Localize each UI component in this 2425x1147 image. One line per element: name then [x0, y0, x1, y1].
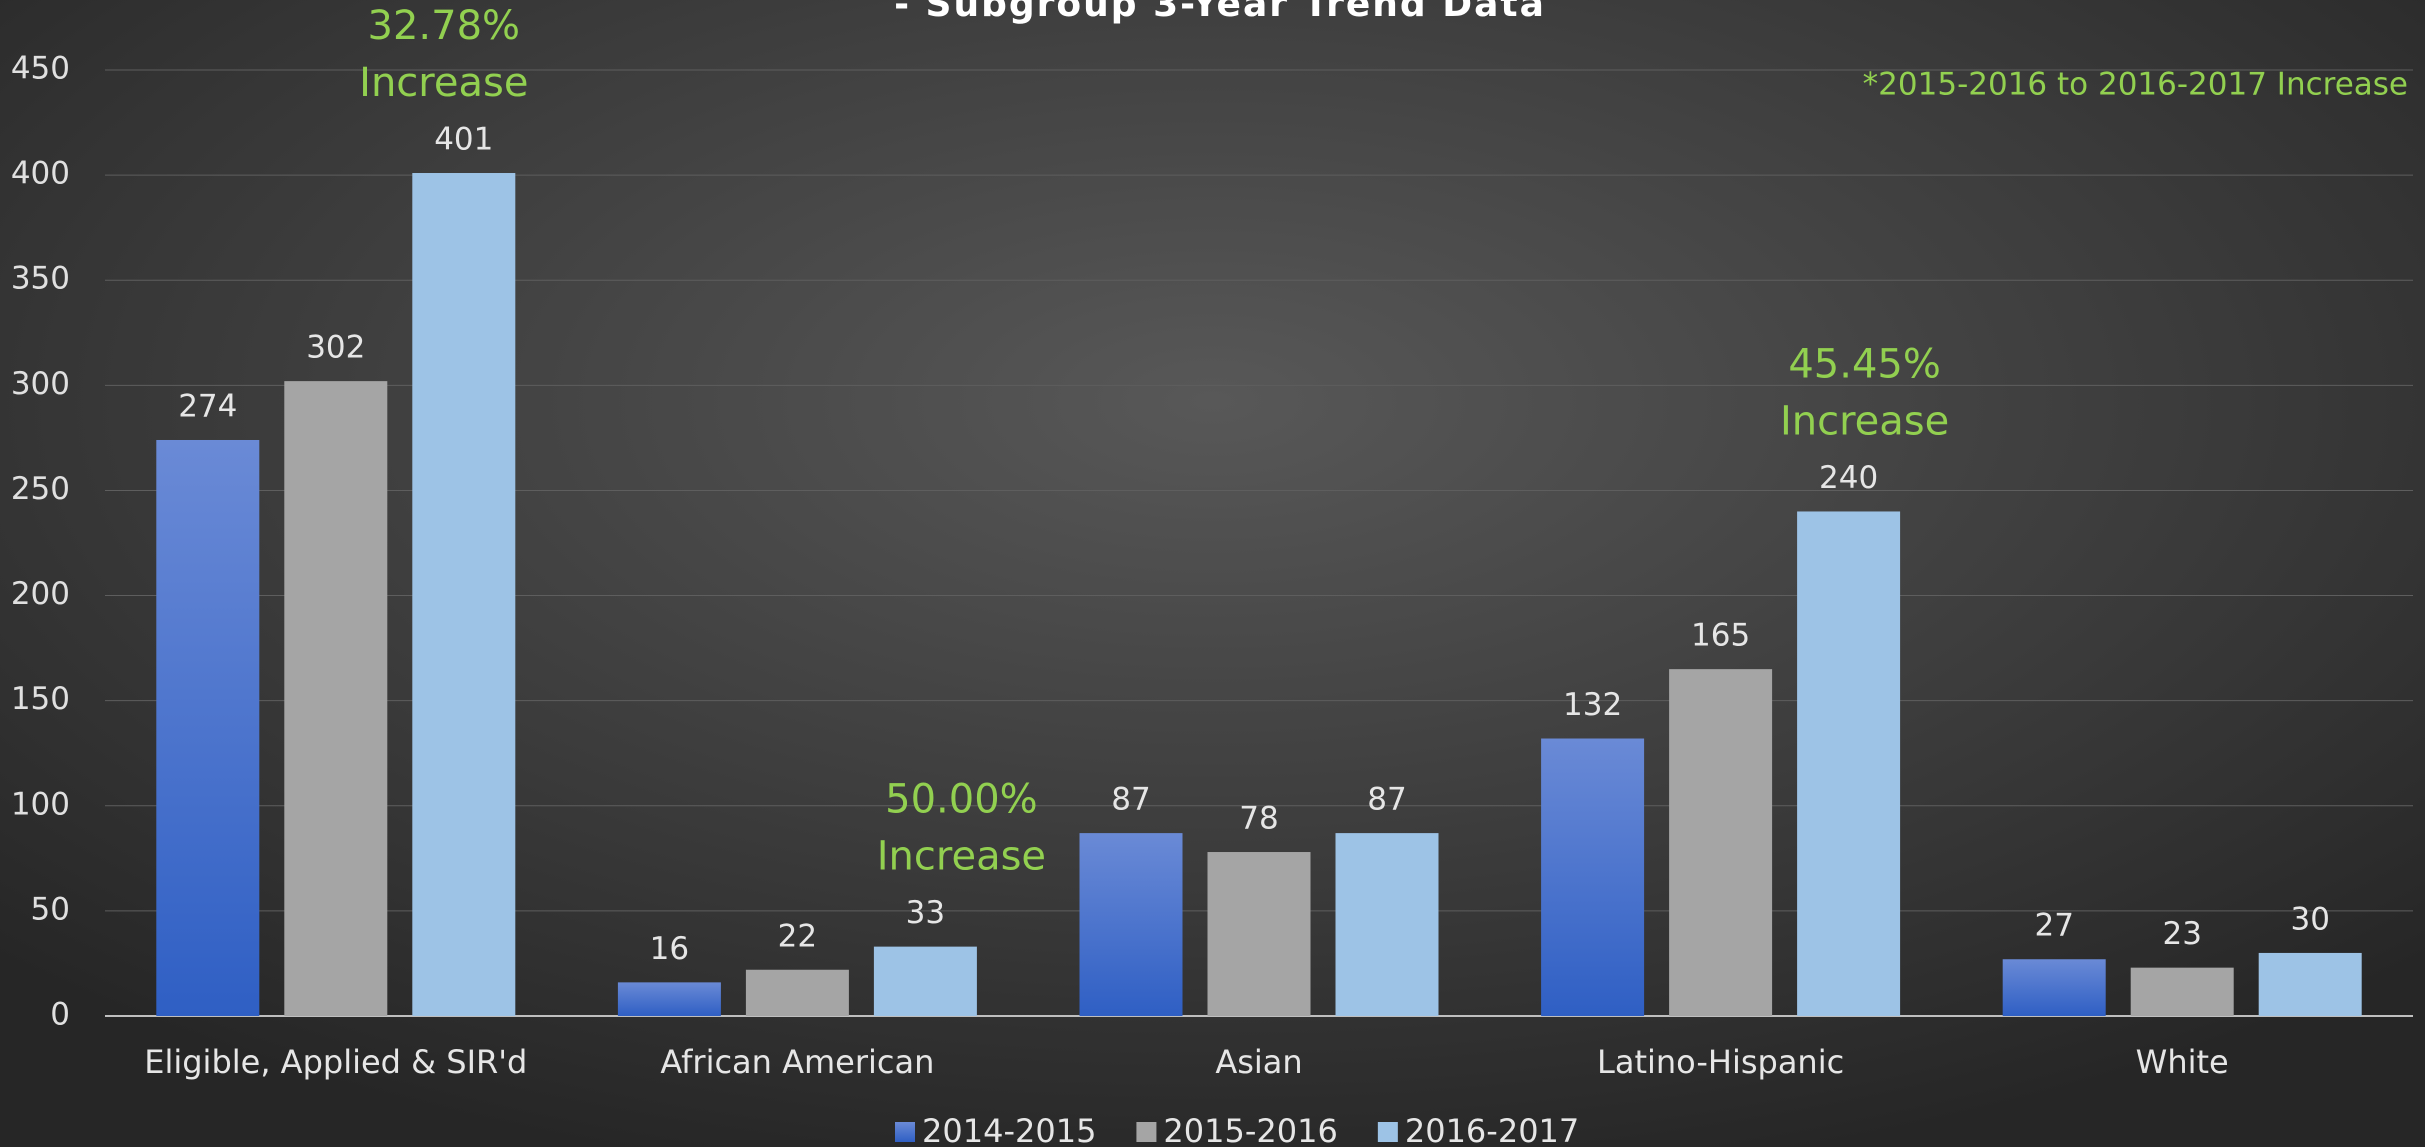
bar: [2130, 967, 2234, 1016]
bar: [873, 946, 977, 1016]
annotation: 45.45%: [1788, 341, 1941, 387]
y-tick-label: 50: [31, 891, 70, 927]
annotation: Increase: [359, 60, 528, 106]
x-tick-label: Asian: [1215, 1043, 1302, 1081]
y-tick-label: 350: [11, 261, 70, 297]
bar: [745, 969, 849, 1016]
y-tick-label: 300: [11, 366, 70, 402]
bar: [2002, 959, 2106, 1016]
x-tick-label: Eligible, Applied & SIR'd: [144, 1043, 527, 1081]
value-label: 401: [434, 122, 493, 158]
legend-swatch: [895, 1122, 915, 1142]
y-tick-label: 250: [11, 471, 70, 507]
legend-label: 2015-2016: [1163, 1112, 1337, 1147]
y-tick-label: 400: [11, 156, 70, 192]
note: *2015-2016 to 2016-2017 Increase: [1863, 67, 2408, 103]
bar: [156, 439, 260, 1017]
value-label: 165: [1691, 618, 1750, 654]
value-label: 240: [1819, 460, 1878, 496]
value-label: 87: [1111, 782, 1150, 818]
x-tick-label: Latino-Hispanic: [1597, 1043, 1844, 1081]
value-label: 30: [2290, 901, 2329, 937]
value-label: 87: [1367, 782, 1406, 818]
x-tick-label: African American: [660, 1043, 934, 1081]
legend-label: 2014-2015: [922, 1112, 1096, 1147]
value-label: 16: [650, 931, 689, 967]
annotation: 50.00%: [885, 777, 1038, 823]
bar: [412, 173, 516, 1016]
y-tick-label: 450: [11, 51, 70, 87]
legend-swatch: [1377, 1122, 1398, 1142]
y-tick-label: 200: [11, 576, 70, 612]
value-label: 27: [2034, 908, 2073, 944]
bar: [1669, 669, 1773, 1016]
bar: [1797, 511, 1901, 1016]
y-tick-label: 100: [11, 786, 70, 822]
value-label: 33: [906, 895, 945, 931]
chart-title: - Subgroup 3-Year Trend Data: [894, 0, 1546, 25]
value-label: 302: [306, 330, 365, 366]
bar: [2258, 952, 2362, 1016]
value-label: 23: [2162, 916, 2201, 952]
legend-swatch: [1136, 1122, 1157, 1142]
bar: [1207, 852, 1311, 1016]
bar: [1079, 833, 1183, 1016]
annotation: Increase: [877, 834, 1046, 880]
legend-label: 2016-2017: [1405, 1112, 1579, 1147]
bar: [284, 381, 388, 1016]
value-label: 274: [178, 388, 237, 424]
annotation: 32.78%: [368, 3, 521, 49]
y-tick-label: 0: [50, 997, 70, 1033]
value-label: 22: [778, 918, 817, 954]
y-tick-label: 150: [11, 681, 70, 717]
bar: [1541, 738, 1645, 1016]
bar: [1335, 833, 1439, 1016]
value-label: 132: [1563, 687, 1622, 723]
value-label: 78: [1239, 801, 1278, 837]
bar: [617, 982, 721, 1016]
x-tick-label: White: [2136, 1043, 2229, 1081]
annotation: Increase: [1780, 398, 1949, 444]
